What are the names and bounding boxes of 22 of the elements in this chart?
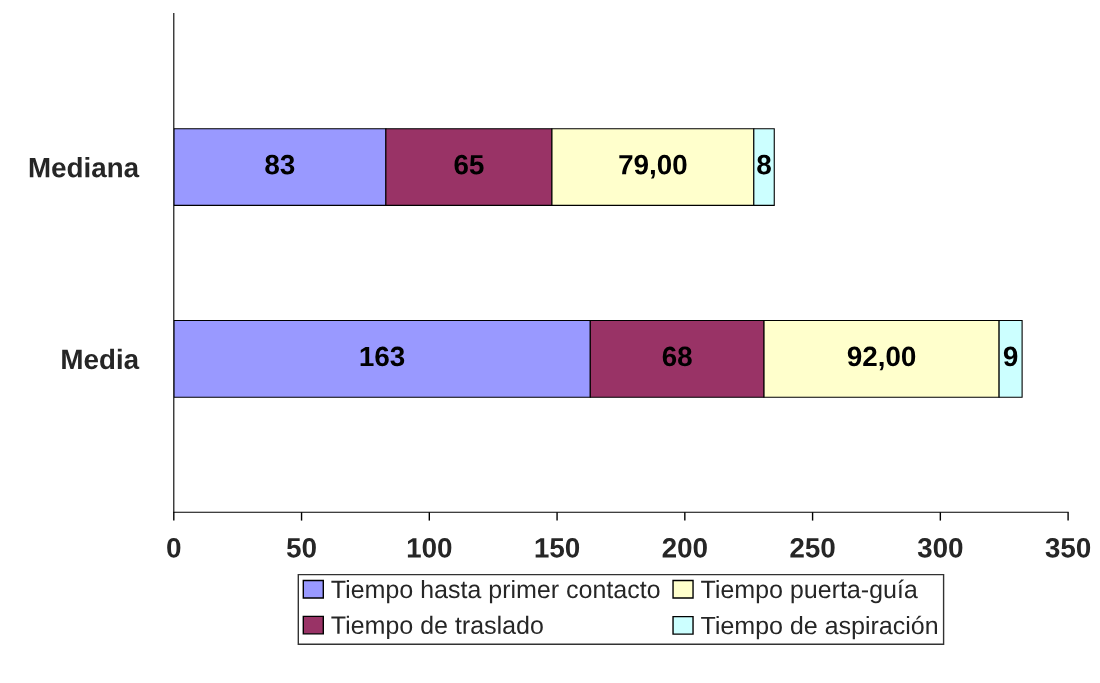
data-label: 92,00 <box>847 346 916 371</box>
data-label: 8 <box>757 154 771 175</box>
data-label: 68 <box>662 346 692 367</box>
x-tick-label: 150 <box>535 537 580 558</box>
y-tick-label: Mediana <box>29 157 140 178</box>
x-tick-label: 250 <box>790 537 835 558</box>
x-tick-label: 300 <box>917 537 963 558</box>
legend-label: Tiempo puerta-guía <box>701 579 918 604</box>
y-tick-label: Media <box>62 348 140 370</box>
x-tick-label: 350 <box>1045 537 1091 558</box>
x-tick-label: 100 <box>407 537 452 558</box>
legend-label: Tiempo hasta primer contacto <box>331 579 660 604</box>
data-label: 83 <box>265 154 295 175</box>
data-label: 79,00 <box>619 154 687 179</box>
legend-label: Tiempo de aspiración <box>701 615 937 640</box>
data-label: 9 <box>1003 346 1018 367</box>
x-tick-label: 0 <box>167 537 181 558</box>
x-tick-label: 200 <box>662 537 707 558</box>
data-label: 163 <box>360 346 405 367</box>
x-tick-label: 50 <box>286 537 316 558</box>
data-label: 65 <box>454 154 484 175</box>
legend-label: Tiempo de traslado <box>331 615 543 640</box>
